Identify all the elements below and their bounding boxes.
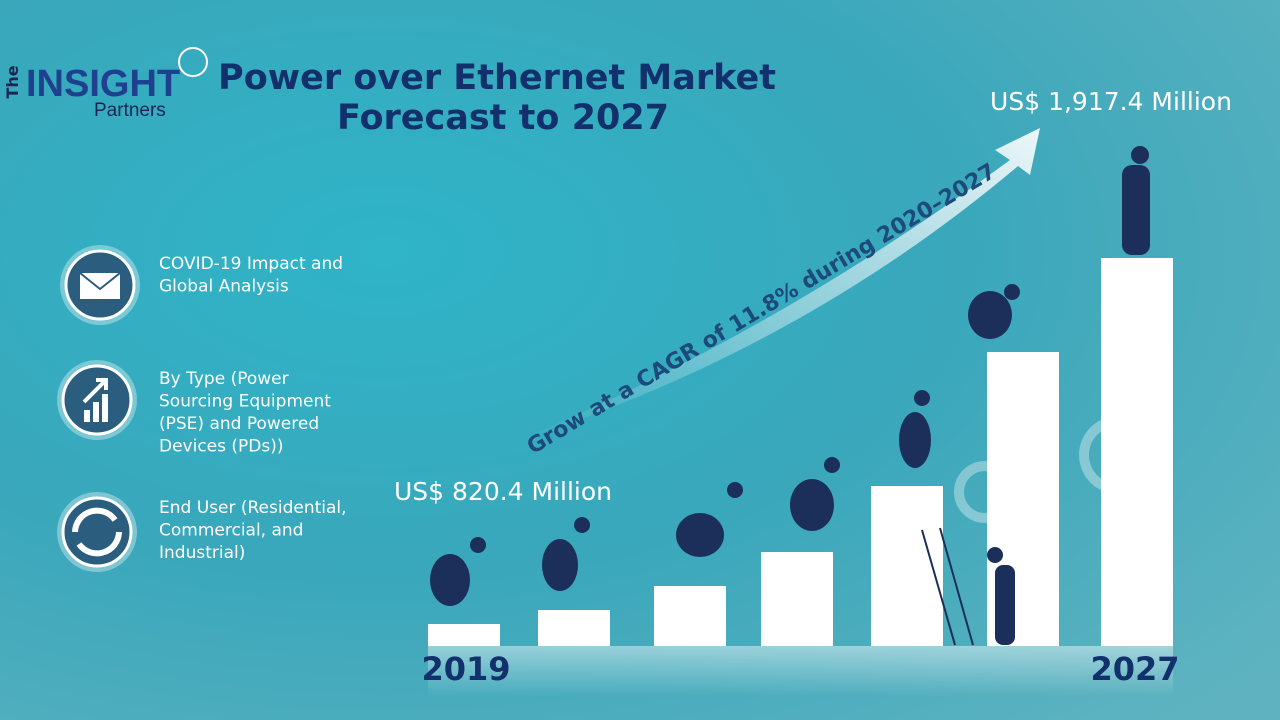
people bbox=[430, 146, 1150, 645]
segment-text: End User (Residential, bbox=[159, 498, 347, 518]
segment-text: Global Analysis bbox=[159, 277, 289, 297]
segment-icon bbox=[60, 245, 140, 325]
title-line: Power over Ethernet Market bbox=[218, 58, 776, 98]
segment-list: COVID-19 Impact and Global Analysis By Typ… bbox=[159, 254, 347, 563]
segment-text: Industrial) bbox=[159, 543, 245, 563]
bars bbox=[428, 258, 1173, 696]
segment-text: COVID-19 Impact and bbox=[159, 254, 343, 274]
segment-text: (PSE) and Powered bbox=[159, 414, 319, 434]
end-value: US$ 1,917.4 Million bbox=[990, 87, 1232, 116]
end-year: 2027 bbox=[1090, 650, 1179, 688]
segment-text: Commercial, and bbox=[159, 521, 303, 541]
logo-insight: INSIGHT bbox=[26, 63, 180, 105]
ladder bbox=[921, 527, 974, 646]
logo-the: The bbox=[3, 65, 22, 98]
logo-ring bbox=[178, 47, 208, 77]
segment-text: Sourcing Equipment bbox=[159, 392, 331, 412]
gears bbox=[954, 383, 1171, 543]
segment-icon bbox=[57, 492, 137, 572]
segment-text: Devices (PDs)) bbox=[159, 437, 284, 457]
segment-text: By Type (Power bbox=[159, 369, 289, 389]
segment-icon bbox=[57, 360, 137, 440]
logo: The INSIGHT Partners bbox=[3, 47, 208, 121]
start-value: US$ 820.4 Million bbox=[394, 477, 612, 506]
start-year: 2019 bbox=[421, 650, 510, 688]
logo-partners: Partners bbox=[94, 100, 166, 121]
title-line: Forecast to 2027 bbox=[337, 98, 669, 138]
